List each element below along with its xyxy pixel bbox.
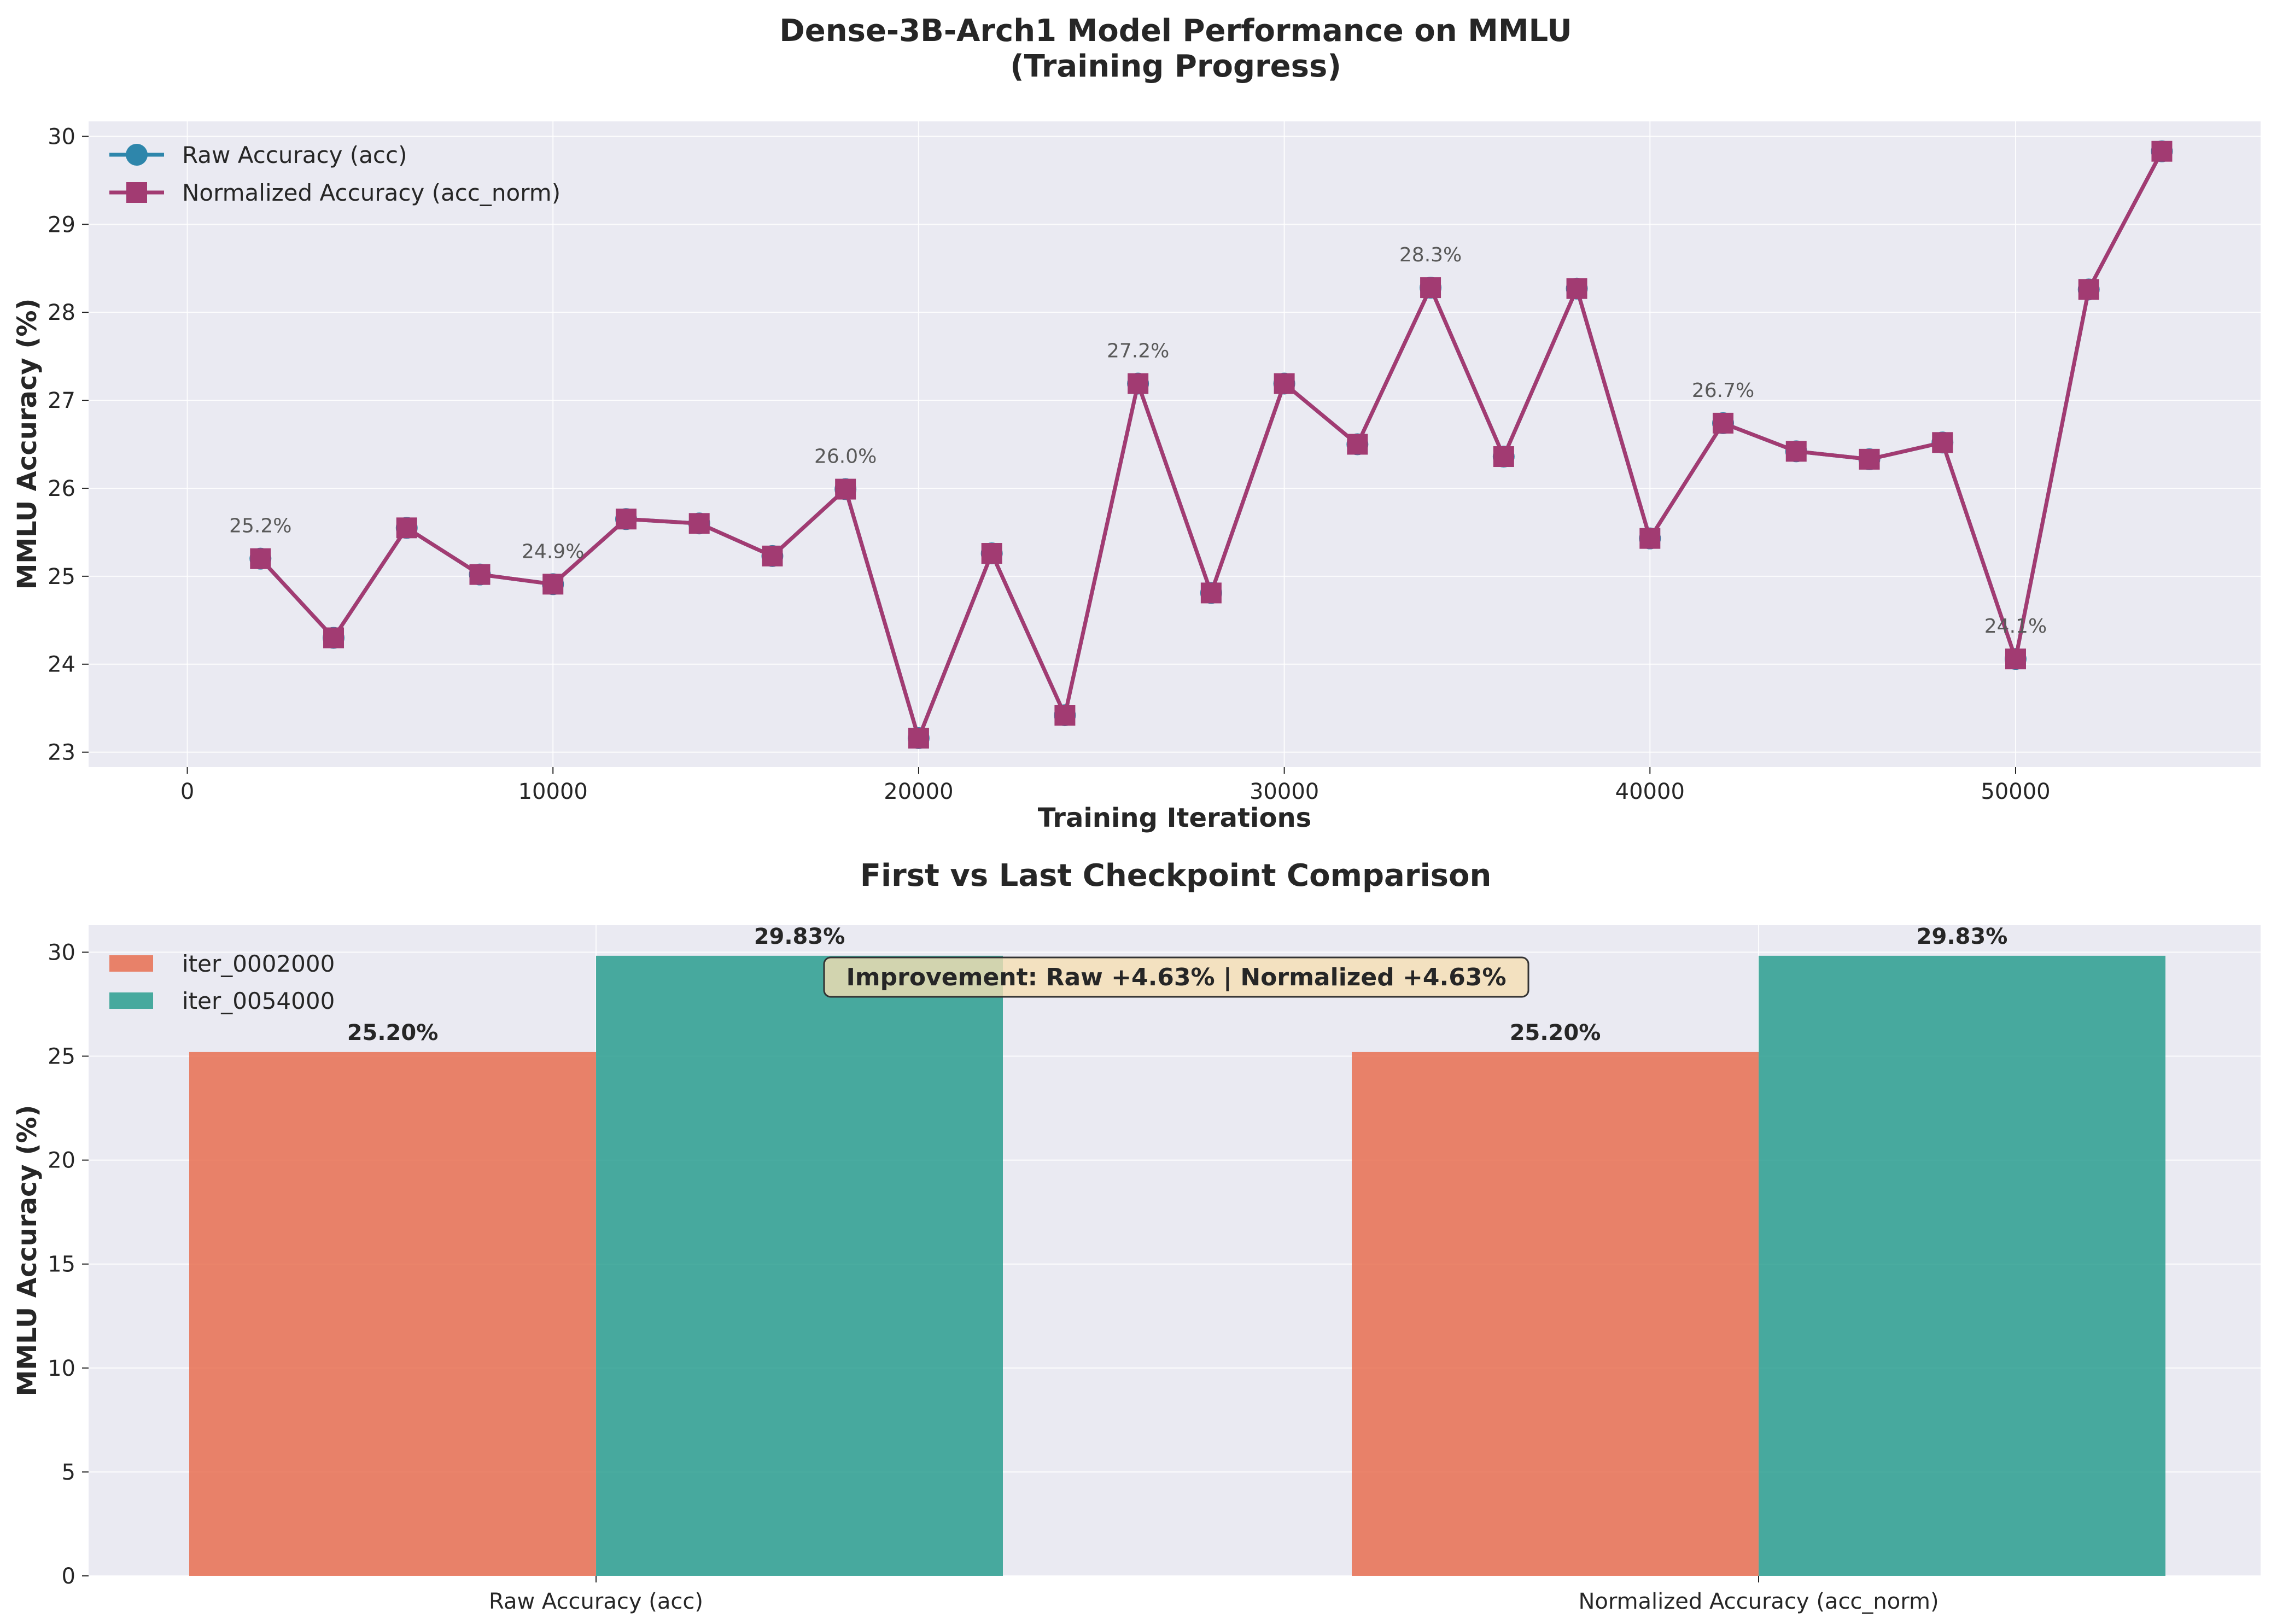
y-tick-label: 28	[48, 300, 75, 325]
y-tick-label: 30	[48, 124, 75, 149]
normalized-accuracy-point	[2005, 649, 2026, 670]
bar-iter_0054000-1	[1759, 955, 2165, 1576]
x-tick-label: 10000	[518, 779, 588, 804]
line-chart-y-axis-label: MMLU Accuracy (%)	[12, 299, 43, 590]
normalized-accuracy-point	[1274, 373, 1295, 394]
bar-chart-y-ticks: 0 5 10 15 20 25 30	[48, 940, 89, 1589]
legend-first-swatch	[109, 955, 153, 972]
normalized-accuracy-point	[1420, 277, 1441, 299]
normalized-accuracy-point	[1639, 528, 1661, 549]
x-tick-label: 40000	[1615, 779, 1685, 804]
bar-chart-title: First vs Last Checkpoint Comparison	[860, 858, 1492, 893]
normalized-accuracy-point	[469, 564, 491, 585]
normalized-accuracy-point	[1200, 582, 1222, 604]
bar-value-label: 29.83%	[1917, 924, 2008, 949]
bar-chart-panel: First vs Last Checkpoint Comparison 0 5 10…	[12, 858, 2261, 1614]
normalized-accuracy-point	[1493, 446, 1514, 468]
normalized-accuracy-point	[1347, 434, 1368, 455]
x-tick-label: 30000	[1250, 779, 1319, 804]
point-annotation: 27.2%	[1107, 340, 1169, 362]
improvement-box-text: Improvement: Raw +4.63% | Normalized +4.…	[846, 963, 1506, 991]
legend-raw-label: Raw Accuracy (acc)	[182, 142, 407, 168]
line-chart-title: Dense-3B-Arch1 Model Performance on MMLU	[779, 13, 1572, 49]
bar-iter_0002000-1	[1352, 1051, 1759, 1576]
normalized-accuracy-point	[1566, 278, 1587, 299]
normalized-accuracy-point	[981, 543, 1002, 564]
bar-chart-legend: iter_0002000 iter_0054000	[109, 950, 335, 1014]
line-chart-x-ticks: 0 10000 20000 30000 40000 50000	[180, 767, 2051, 804]
normalized-accuracy-point	[908, 727, 929, 749]
normalized-accuracy-point	[1932, 432, 1953, 453]
bar-value-label: 29.83%	[754, 924, 845, 949]
bar-iter_0002000-0	[189, 1051, 596, 1576]
improvement-box: Improvement: Raw +4.63% | Normalized +4.…	[823, 956, 1529, 998]
legend-raw-marker-icon	[126, 144, 148, 166]
normalized-accuracy-point	[1054, 705, 1076, 726]
y-tick-label: 5	[62, 1460, 75, 1485]
normalized-accuracy-point	[542, 574, 564, 595]
bar-chart-y-axis-label: MMLU Accuracy (%)	[12, 1105, 43, 1397]
legend-first-label: iter_0002000	[182, 950, 335, 977]
point-annotation: 26.0%	[814, 446, 877, 468]
improvement-box-background	[823, 956, 1529, 998]
x-tick-label: 20000	[884, 779, 953, 804]
line-chart-annotations: 25.2% 24.9% 26.0% 27.2% 28.3% 26.7% 24.1%	[229, 244, 2047, 638]
normalized-accuracy-point	[1713, 412, 1734, 434]
legend-norm-marker-icon	[126, 182, 147, 203]
line-chart-y-ticks: 23 24 25 26 27 28 29 30	[48, 124, 89, 766]
line-chart-subtitle: (Training Progress)	[1010, 49, 1341, 84]
x-tick-label: Raw Accuracy (acc)	[489, 1589, 703, 1614]
y-tick-label: 30	[48, 940, 75, 965]
normalized-accuracy-point	[1785, 441, 1807, 462]
legend-norm-label: Normalized Accuracy (acc_norm)	[182, 179, 561, 206]
line-chart-plot-area	[89, 121, 2261, 767]
y-tick-label: 29	[48, 212, 75, 237]
point-annotation: 28.3%	[1399, 244, 1462, 266]
bar-iter_0054000-0	[596, 955, 1003, 1576]
bar-value-label: 25.20%	[1510, 1020, 1601, 1045]
normalized-accuracy-point	[615, 509, 637, 530]
normalized-accuracy-point	[688, 513, 710, 534]
line-chart-panel: Dense-3B-Arch1 Model Performance on MMLU…	[12, 13, 2261, 833]
line-chart-x-axis-label: Training Iterations	[1038, 803, 1311, 833]
normalized-accuracy-point	[1128, 373, 1149, 394]
point-annotation: 24.9%	[522, 540, 584, 563]
line-chart-series	[249, 140, 2173, 749]
normalized-accuracy-point	[396, 517, 417, 539]
bar-chart-bars: 25.20% 25.20% 29.83% 29.83%	[189, 924, 2165, 1576]
bar-value-label: 25.20%	[347, 1020, 439, 1045]
normalized-accuracy-point	[250, 548, 271, 569]
y-tick-label: 27	[48, 388, 75, 413]
y-tick-label: 10	[48, 1356, 75, 1381]
x-tick-label: Normalized Accuracy (acc_norm)	[1578, 1589, 1939, 1614]
normalized-accuracy-point	[1859, 448, 1880, 470]
x-tick-label: 0	[180, 779, 194, 804]
legend-last-swatch	[109, 992, 153, 1009]
y-tick-label: 23	[48, 740, 75, 766]
bar-chart-x-ticks: Raw Accuracy (acc) Normalized Accuracy (a…	[489, 1576, 1939, 1614]
y-tick-label: 25	[48, 1044, 75, 1070]
y-tick-label: 26	[48, 476, 75, 501]
y-tick-label: 24	[48, 652, 75, 677]
y-tick-label: 25	[48, 564, 75, 589]
line-chart-legend: Raw Accuracy (acc) Normalized Accuracy (…	[109, 142, 561, 206]
legend-last-label: iter_0054000	[182, 988, 335, 1014]
point-annotation: 26.7%	[1692, 379, 1754, 402]
x-tick-label: 50000	[1981, 779, 2050, 804]
point-annotation: 24.1%	[1984, 615, 2047, 638]
normalized-accuracy-point	[835, 478, 856, 500]
y-tick-label: 0	[62, 1564, 75, 1589]
normalized-accuracy-point	[323, 627, 345, 649]
y-tick-label: 20	[48, 1148, 75, 1173]
point-annotation: 25.2%	[229, 515, 291, 538]
normalized-accuracy-point	[762, 545, 783, 566]
y-tick-label: 15	[48, 1252, 75, 1277]
normalized-accuracy-point	[2151, 141, 2173, 162]
normalized-accuracy-point	[2078, 279, 2099, 300]
